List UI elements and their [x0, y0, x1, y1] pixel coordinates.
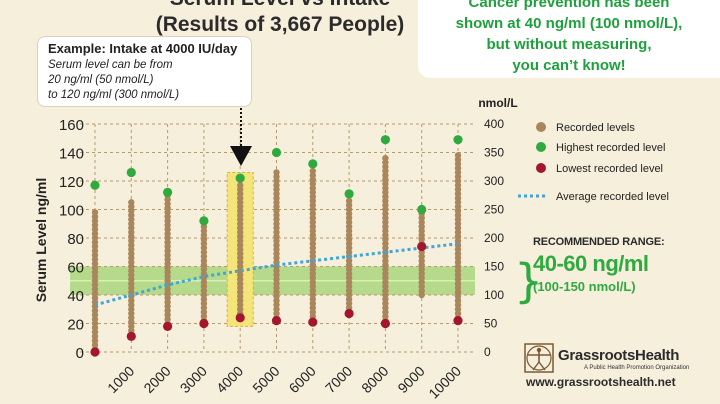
brand-url: www.grassrootshealth.net	[526, 375, 676, 389]
highest-point	[126, 167, 136, 178]
x-tick-label: 2000	[140, 363, 173, 396]
x-tick-label: 7000	[322, 363, 355, 396]
highest-point	[271, 147, 282, 158]
note-line-1: Cancer prevention has been	[468, 0, 670, 11]
y2-tick-label: 350	[484, 146, 504, 160]
y2-tick-label: 100	[484, 288, 504, 302]
axis-layer: 0 20 40 60 80 100 120 140 160 0 50 100 150 200 250 300 3…	[59, 117, 504, 402]
lowest-point	[271, 316, 282, 326]
vitruvian-man-icon	[524, 343, 554, 373]
y-tick-label: 80	[67, 231, 84, 248]
legend-swatch	[536, 163, 546, 173]
legend-swatch	[536, 122, 546, 132]
y-tick-label: 100	[59, 203, 84, 220]
recommended-band-layer	[70, 266, 475, 295]
callout-line-2: 20 ng/ml (50 nmol/L)	[48, 74, 154, 86]
recorded-dot	[237, 182, 244, 189]
brand-name: GrassrootsHealth	[558, 347, 680, 364]
y-tick-label: 140	[59, 146, 84, 163]
recommended-range: RECOMMENDED RANGE: 40-60 ng/ml (100-150 …	[533, 236, 693, 294]
x-tick-label: 1000	[104, 363, 137, 396]
y2-tick-label: 0	[484, 345, 491, 359]
lowest-point	[126, 331, 136, 341]
brand-tagline: A Public Health Promotion Organization	[584, 365, 690, 371]
y2-tick-label: 150	[484, 260, 504, 274]
y-tick-label: 0	[76, 345, 84, 362]
legend-label: Average recorded level	[556, 191, 669, 203]
y2-tick-label: 50	[484, 317, 498, 331]
recorded-dot	[273, 169, 280, 176]
y-tick-label: 40	[67, 288, 84, 305]
x-tick-label: 4000	[213, 363, 246, 396]
y-tick-label: 160	[59, 117, 84, 134]
y2-tick-label: 200	[484, 231, 504, 245]
highest-point	[308, 159, 318, 169]
recorded-dot	[128, 199, 135, 206]
y2-axis-label: nmol/L	[478, 96, 517, 110]
callout-line-3: to 120 ng/ml (300 nmol/L)	[48, 89, 180, 101]
y-axis-label: Serum Level ng/ml	[33, 178, 49, 302]
highest-point	[344, 189, 354, 199]
highest-point	[235, 173, 245, 183]
lowest-point	[163, 321, 173, 331]
recommended-range-ngml: 40-60 ng/ml	[533, 251, 649, 276]
chart-title: Serum Level vs Intake (Results of 3,667 …	[120, 0, 440, 38]
title-line-1: Serum Level vs Intake	[120, 0, 440, 12]
x-tick-label: 9000	[394, 363, 427, 396]
recommended-range-nmol: (100-150 nmol/L)	[533, 279, 636, 294]
y2-tick-label: 400	[484, 117, 504, 131]
lowest-point	[453, 316, 463, 326]
legend-label: Recorded levels	[556, 122, 635, 134]
recommended-range-label: RECOMMENDED RANGE:	[533, 236, 665, 248]
lowest-point	[90, 347, 100, 357]
highest-point	[417, 204, 427, 215]
cancer-note: Cancer prevention has been shown at 40 n…	[418, 0, 720, 78]
x-tick-label: 3000	[177, 363, 210, 396]
highest-point	[90, 180, 100, 190]
x-tick-label: 5000	[249, 363, 282, 396]
lowest-point	[308, 317, 318, 327]
x-tick-label: 8000	[358, 363, 391, 396]
title-line-2: (Results of 3,667 People)	[155, 13, 405, 36]
recorded-dot	[382, 155, 389, 162]
legend-layer: Recorded levels Highest recorded level Low…	[518, 122, 669, 203]
y2-tick-label: 250	[484, 203, 504, 217]
recorded-dot	[91, 209, 99, 216]
x-tick-label: 10000	[425, 363, 464, 402]
highest-point	[453, 135, 463, 145]
callout-line-1: Serum level can be from	[48, 59, 173, 71]
legend-label: Lowest recorded level	[556, 163, 663, 175]
y-tick-label: 20	[67, 317, 84, 334]
y-tick-label: 120	[59, 174, 84, 191]
highest-point	[199, 216, 209, 226]
brace-icon: }	[514, 254, 544, 308]
marker-layer	[90, 95, 463, 357]
lowest-point	[199, 318, 209, 329]
y2-tick-label: 300	[484, 174, 504, 188]
legend-swatch	[536, 142, 546, 152]
note-line-3: but without measuring,	[486, 36, 652, 53]
lowest-point	[235, 313, 245, 323]
note-line-4: you can’t know!	[512, 57, 626, 74]
lowest-point	[380, 318, 390, 329]
highest-point	[163, 187, 173, 197]
x-tick-label: 6000	[286, 363, 319, 396]
lowest-point	[344, 308, 354, 319]
recorded-dot	[309, 167, 316, 175]
arrow-down-icon	[230, 146, 252, 166]
average-line-layer	[94, 242, 459, 307]
recorded-dot	[454, 152, 462, 159]
recorded-dot	[345, 197, 353, 205]
y-tick-label: 60	[67, 260, 84, 277]
lowest-point	[417, 241, 427, 252]
average-line	[94, 242, 459, 307]
legend-label: Highest recorded level	[556, 142, 665, 154]
callout-heading: Example: Intake at 4000 IU/day	[48, 41, 238, 56]
example-callout: Example: Intake at 4000 IU/day Serum lev…	[37, 36, 252, 107]
brand-logo: GrassrootsHealth A Public Health Promoti…	[524, 343, 714, 393]
note-line-2: shown at 40 ng/ml (100 nmol/L),	[455, 15, 683, 32]
highest-point	[380, 135, 390, 145]
